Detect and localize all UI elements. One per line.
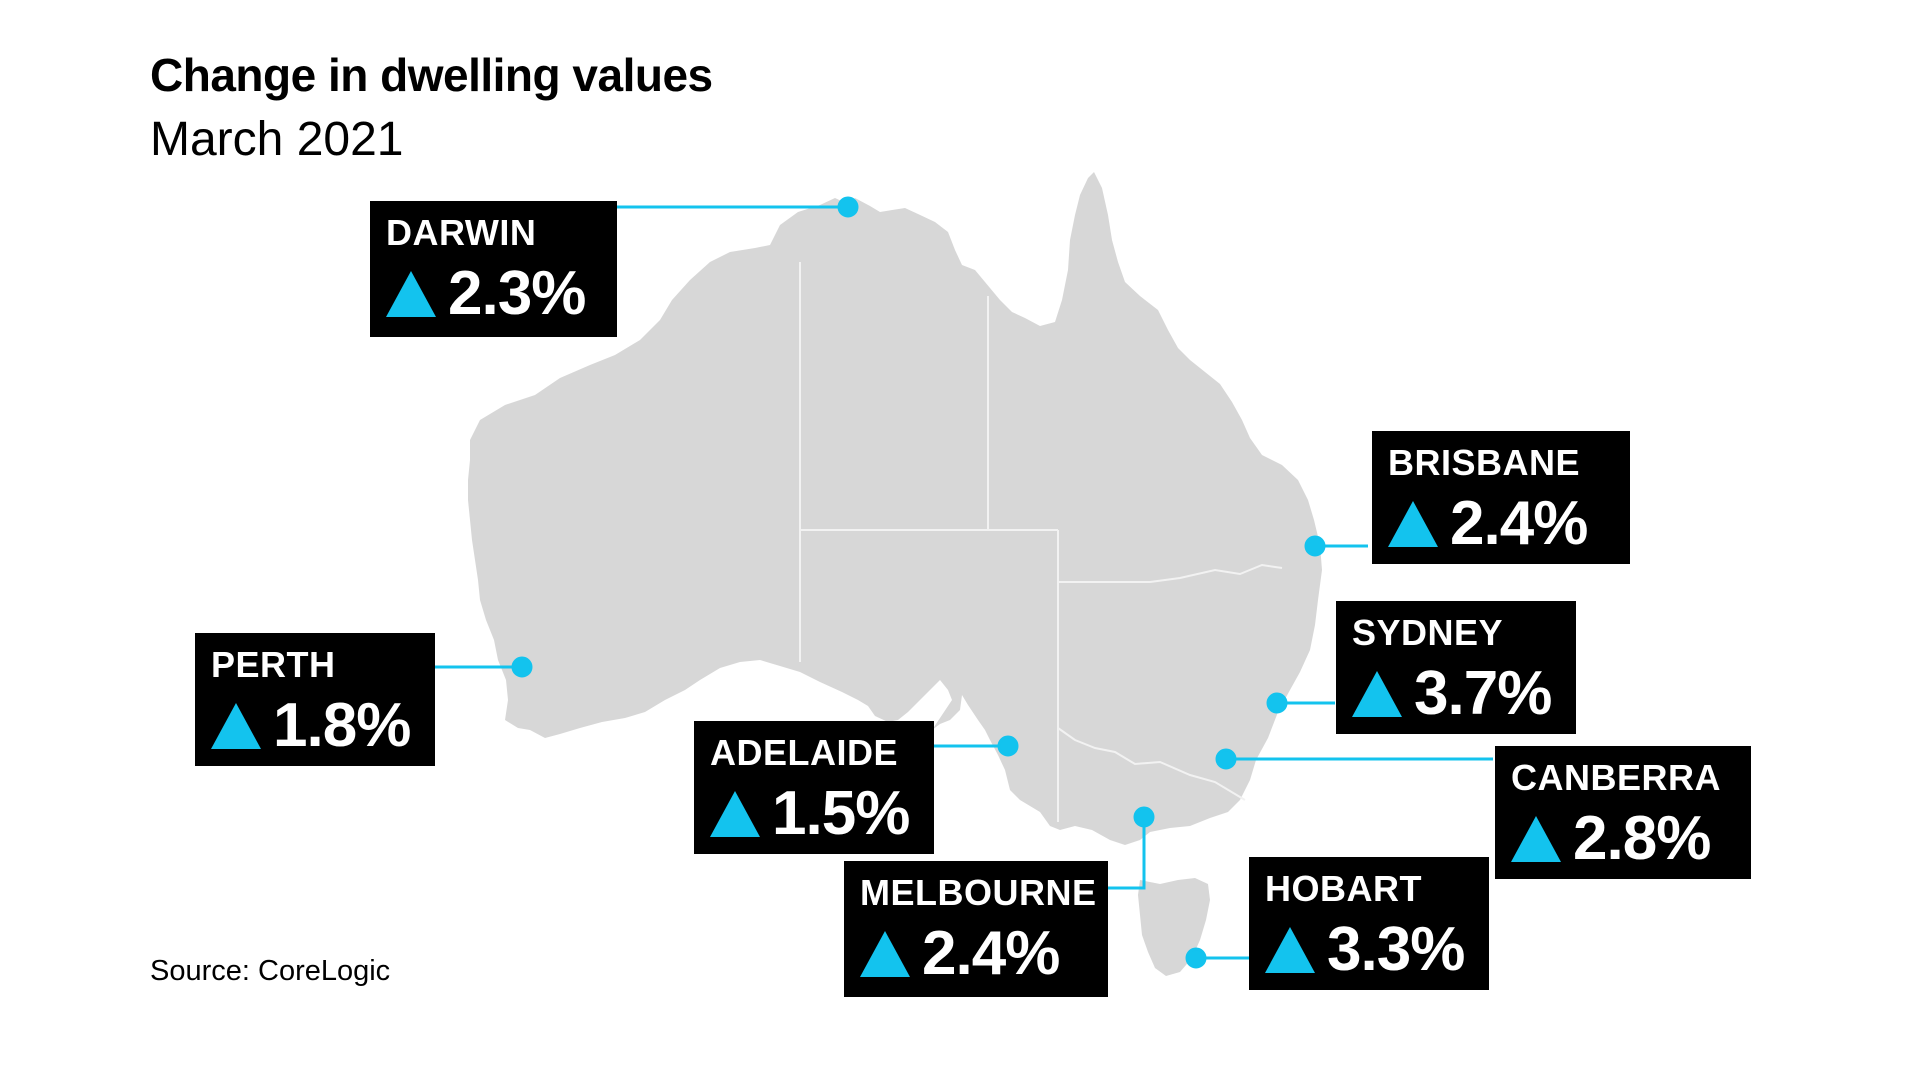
change-value: 1.8% [273, 691, 411, 760]
city-name: PERTH [211, 644, 336, 685]
city-label-melbourne: MELBOURNE 2.4% [844, 861, 1108, 997]
city-label-brisbane: BRISBANE 2.4% [1372, 431, 1630, 564]
city-label-hobart: HOBART 3.3% [1249, 857, 1489, 990]
up-triangle-icon [386, 271, 436, 317]
city-name: ADELAIDE [710, 732, 899, 773]
change-value: 2.3% [448, 259, 586, 328]
city-name: HOBART [1265, 868, 1422, 909]
city-label-sydney: SYDNEY 3.7% [1336, 601, 1576, 734]
city-label-perth: PERTH 1.8% [195, 633, 435, 766]
up-triangle-icon [710, 791, 760, 837]
city-label-adelaide: ADELAIDE 1.5% [694, 721, 934, 854]
up-triangle-icon [1511, 816, 1561, 862]
change-value: 2.4% [1450, 489, 1588, 558]
city-name: DARWIN [386, 212, 537, 253]
change-value: 3.7% [1414, 659, 1552, 728]
city-name: MELBOURNE [860, 872, 1097, 913]
change-value: 3.3% [1327, 915, 1465, 984]
source-note: Source: CoreLogic [150, 955, 391, 987]
up-triangle-icon [1388, 501, 1438, 547]
connectors [432, 196, 1493, 969]
city-label-canberra: CANBERRA 2.8% [1495, 746, 1751, 879]
up-triangle-icon [860, 931, 910, 977]
up-triangle-icon [211, 703, 261, 749]
city-name: SYDNEY [1352, 612, 1504, 653]
up-triangle-icon [1265, 927, 1315, 973]
city-name: BRISBANE [1388, 442, 1581, 483]
chart-subtitle: March 2021 [150, 113, 404, 166]
change-value: 2.4% [922, 919, 1060, 988]
mainland-shape [468, 172, 1322, 845]
chart-title: Change in dwelling values [150, 49, 713, 101]
city-name: CANBERRA [1511, 757, 1721, 798]
up-triangle-icon [1352, 671, 1402, 717]
state-borders [799, 262, 1283, 822]
city-label-darwin: DARWIN 2.3% [370, 201, 617, 337]
change-value: 1.5% [772, 779, 910, 848]
change-value: 2.8% [1573, 804, 1711, 873]
